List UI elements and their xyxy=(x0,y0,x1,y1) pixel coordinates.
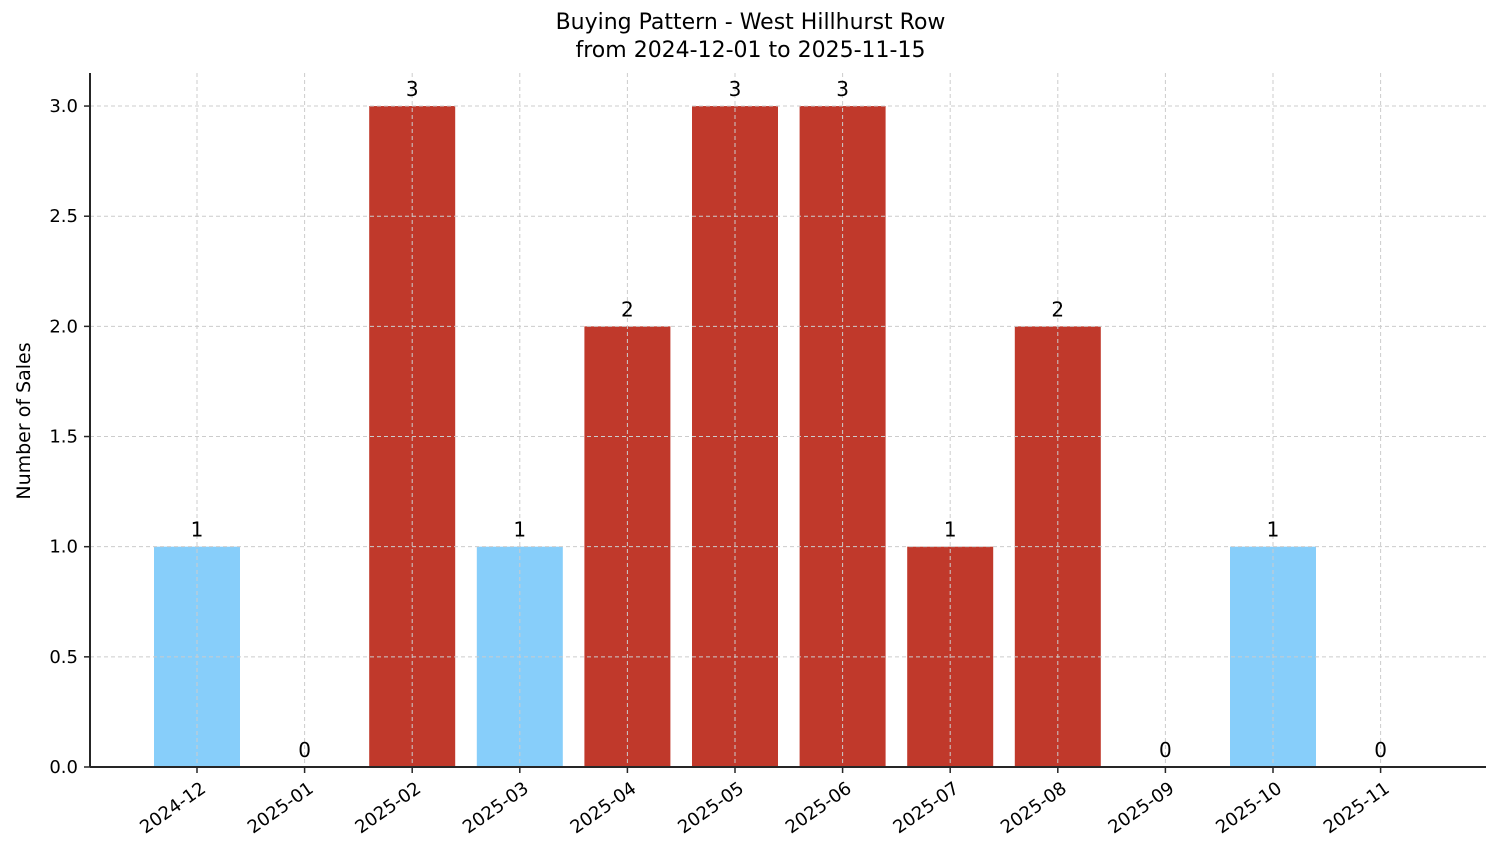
x-tick-label: 2024-12 xyxy=(136,778,210,838)
data-label: 3 xyxy=(836,77,849,101)
bar xyxy=(584,326,671,767)
x-tick-label: 2025-09 xyxy=(1105,778,1179,838)
data-label: 2 xyxy=(1051,297,1064,321)
y-tick-label: 2.0 xyxy=(49,316,78,337)
y-tick-label: 0.5 xyxy=(49,647,78,668)
data-labels: 1 0 3 1 2 3 3 1 2 0 1 0 xyxy=(191,77,1387,762)
data-label: 0 xyxy=(1374,738,1387,762)
y-tick-label: 0.0 xyxy=(49,757,78,778)
data-label: 0 xyxy=(1159,738,1172,762)
x-tick-label: 2025-02 xyxy=(351,778,425,838)
x-tick-label: 2025-01 xyxy=(244,778,318,838)
x-tick-label: 2025-07 xyxy=(889,778,963,838)
y-axis-label: Number of Sales xyxy=(13,342,35,499)
data-label: 3 xyxy=(729,77,742,101)
chart-title-line: Buying Pattern - West Hillhurst Row xyxy=(555,10,946,35)
data-label: 1 xyxy=(944,518,957,542)
y-tick-label: 3.0 xyxy=(49,96,78,117)
y-tick-label: 1.5 xyxy=(49,427,78,448)
y-tick-label: 1.0 xyxy=(49,537,78,558)
data-label: 1 xyxy=(513,518,526,542)
x-tick-label: 2025-10 xyxy=(1212,778,1286,838)
chart-subtitle-line: from 2024-12-01 to 2025-11-15 xyxy=(575,38,926,63)
data-label: 1 xyxy=(1267,518,1280,542)
data-label: 0 xyxy=(298,738,311,762)
x-tick-label: 2025-03 xyxy=(459,778,533,838)
x-tick-label: 2025-06 xyxy=(782,778,856,838)
data-label: 2 xyxy=(621,297,634,321)
x-tick-label: 2025-08 xyxy=(997,778,1071,838)
x-tick-label: 2025-04 xyxy=(567,778,641,838)
chart-title: Buying Pattern - West Hillhurst Row from… xyxy=(0,9,1501,65)
x-tick-label: 2025-05 xyxy=(674,778,748,838)
x-tick-label: 2025-11 xyxy=(1320,778,1394,838)
data-label: 1 xyxy=(191,518,204,542)
y-tick-label: 2.5 xyxy=(49,206,78,227)
data-label: 3 xyxy=(406,77,419,101)
